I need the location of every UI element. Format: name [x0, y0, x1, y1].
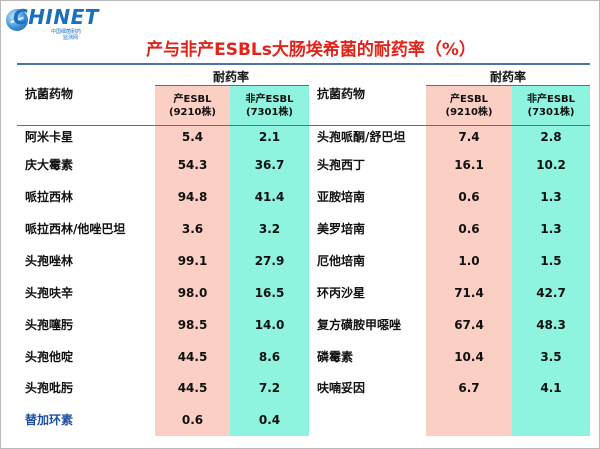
left-non-esbl-column-bg	[230, 85, 309, 436]
left-row-4-non-esbl: 3.2	[258, 222, 281, 236]
left-row-7-non-esbl: 14.0	[254, 318, 285, 332]
right-row-2-drug: 头孢西丁	[317, 158, 366, 172]
right-row-4-non-esbl: 1.3	[540, 222, 562, 236]
globe-icon	[6, 9, 28, 31]
left-row-10-esbl: 0.6	[181, 413, 204, 427]
right-row-1-drug: 头孢哌酮/舒巴坦	[317, 130, 406, 144]
right-row-4-drug: 美罗培南	[317, 222, 366, 236]
left-non-esbl-header: 非产ESBL (7301株)	[245, 94, 294, 118]
right-row-8-non-esbl: 3.5	[540, 350, 562, 364]
left-row-2-non-esbl: 36.7	[254, 158, 285, 172]
right-row-5-drug: 厄他培南	[317, 254, 366, 268]
chinet-logo: CHINET 中国细菌耐药 监测网	[3, 3, 113, 43]
left-row-2-esbl: 54.3	[177, 158, 208, 172]
left-row-1-drug: 阿米卡星	[25, 130, 74, 144]
left-row-7-drug: 头孢噻肟	[25, 318, 74, 332]
right-row-8-esbl: 10.4	[454, 350, 484, 364]
right-row-9-esbl: 6.7	[458, 381, 480, 395]
logo-subtitle-2: 监测网	[63, 35, 79, 41]
left-row-3-non-esbl: 41.4	[254, 190, 285, 204]
right-row-1-esbl: 7.4	[458, 130, 480, 144]
left-row-10-non-esbl: 0.4	[258, 413, 281, 427]
right-row-5-non-esbl: 1.5	[540, 254, 562, 268]
slide-title: 产与非产ESBLs大肠埃希菌的耐药率（%）	[146, 40, 476, 60]
right-group-rule	[426, 85, 590, 86]
left-row-7-esbl: 98.5	[177, 318, 208, 332]
right-row-9-non-esbl: 4.1	[540, 381, 562, 395]
left-row-8-drug: 头孢他啶	[25, 350, 74, 364]
left-esbl-column-bg	[155, 85, 230, 436]
right-row-7-drug: 复方磺胺甲噁唑	[317, 318, 402, 332]
left-row-8-esbl: 44.5	[177, 350, 208, 364]
left-row-9-esbl: 44.5	[177, 381, 208, 395]
left-row-3-drug: 哌拉西林	[25, 190, 74, 204]
left-row-5-drug: 头孢唑林	[25, 254, 74, 268]
right-row-4-esbl: 0.6	[458, 222, 480, 236]
left-group-rule	[155, 85, 309, 86]
left-row-5-non-esbl: 27.9	[254, 254, 285, 268]
right-row-2-esbl: 16.1	[454, 158, 484, 172]
left-row-4-esbl: 3.6	[181, 222, 204, 236]
right-row-6-non-esbl: 42.7	[536, 286, 566, 300]
right-row-2-non-esbl: 10.2	[536, 158, 566, 172]
left-row-1-esbl: 5.4	[181, 130, 204, 144]
header-bottom-rule	[17, 125, 590, 126]
left-row-4-drug: 哌拉西林/他唑巴坦	[25, 222, 126, 236]
left-row-6-non-esbl: 16.5	[254, 286, 285, 300]
right-row-1-non-esbl: 2.8	[540, 130, 562, 144]
logo-brand: CHINET	[13, 5, 99, 29]
left-row-2-drug: 庆大霉素	[25, 158, 74, 172]
left-row-9-non-esbl: 7.2	[258, 381, 281, 395]
right-row-6-drug: 环丙沙星	[317, 286, 366, 300]
right-non-esbl-column-bg	[512, 85, 590, 436]
left-group-header: 耐药率	[213, 70, 250, 84]
left-row-1-non-esbl: 2.1	[258, 130, 281, 144]
right-row-3-non-esbl: 1.3	[540, 190, 562, 204]
left-row-3-esbl: 94.8	[177, 190, 208, 204]
right-non-esbl-header: 非产ESBL (7301株)	[526, 94, 576, 118]
left-esbl-header: 产ESBL (9210株)	[169, 94, 216, 118]
left-row-10-drug: 替加环素	[25, 413, 74, 427]
right-esbl-header: 产ESBL (9210株)	[445, 94, 493, 118]
left-row-6-drug: 头孢呋辛	[25, 286, 74, 300]
right-drug-header: 抗菌药物	[317, 87, 366, 101]
right-row-3-drug: 亚胺培南	[317, 190, 366, 204]
right-row-5-esbl: 1.0	[458, 254, 480, 268]
left-row-8-non-esbl: 8.6	[258, 350, 281, 364]
left-row-6-esbl: 98.0	[177, 286, 208, 300]
left-row-9-drug: 头孢吡肟	[25, 381, 74, 395]
right-group-header: 耐药率	[490, 70, 527, 84]
right-esbl-column-bg	[426, 85, 512, 436]
right-row-8-drug: 磷霉素	[317, 350, 354, 364]
left-drug-header: 抗菌药物	[25, 87, 74, 101]
right-row-3-esbl: 0.6	[458, 190, 480, 204]
right-row-6-esbl: 71.4	[454, 286, 484, 300]
logo-subtitle: 中国细菌耐药	[51, 29, 82, 35]
left-row-5-esbl: 99.1	[177, 254, 208, 268]
right-row-7-esbl: 67.4	[454, 318, 484, 332]
right-row-7-non-esbl: 48.3	[536, 318, 566, 332]
table-top-rule	[17, 63, 590, 65]
right-row-9-drug: 呋喃妥因	[317, 381, 366, 395]
